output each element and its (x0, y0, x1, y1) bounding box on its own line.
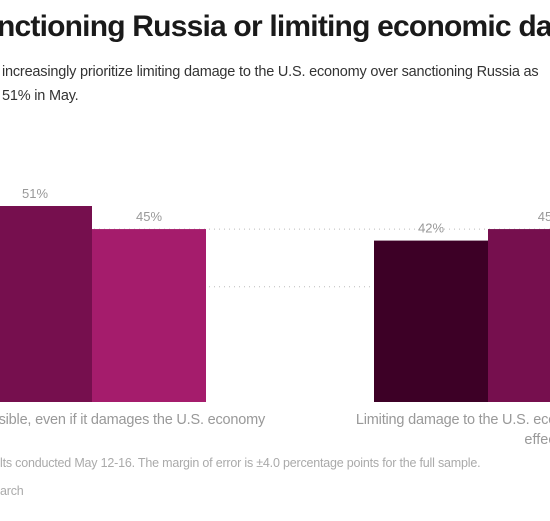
subtitle-line-2: 51% in May. (2, 88, 79, 104)
subtitle-line-1: increasingly prioritize limiting damage … (2, 64, 539, 80)
category-label: Limiting damage to the U.S. economy, eve (356, 412, 550, 428)
chart-title: nctioning Russia or limiting economic da… (0, 10, 550, 43)
chart-subtitle: increasingly prioritize limiting damage … (2, 60, 539, 108)
chart-notes: lts conducted May 12-16. The margin of e… (0, 456, 481, 470)
bar-1-3 (92, 229, 206, 402)
bar-2-2 (488, 229, 550, 402)
bar-2-1 (374, 240, 488, 402)
bar-1-2 (0, 206, 92, 402)
data-label: 45 (538, 209, 550, 224)
category-label-line-2: effec (524, 432, 550, 448)
data-label: 42% (418, 221, 444, 236)
chart-source: arch (0, 484, 24, 498)
data-label: 45% (136, 209, 162, 224)
data-label: 51% (22, 186, 48, 201)
category-label: s possible, even if it damages the U.S. … (0, 412, 266, 428)
